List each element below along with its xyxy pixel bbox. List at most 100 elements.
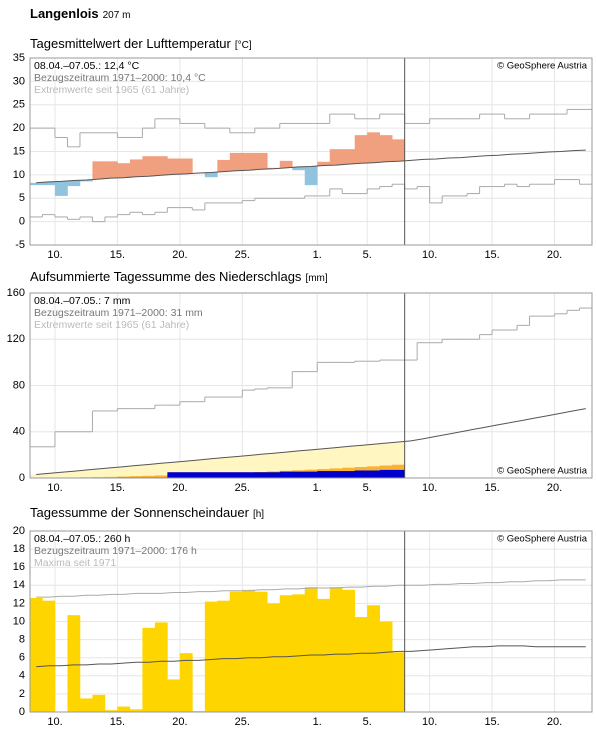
anomaly-bar xyxy=(104,161,118,179)
x-tick-label: 1. xyxy=(313,482,322,494)
line xyxy=(36,579,586,598)
y-tick-label: 0 xyxy=(19,472,25,484)
annotation: Extremwerte seit 1965 (61 Jahre) xyxy=(34,319,189,331)
station-header: Langenlois 207 m xyxy=(30,6,130,21)
y-tick-label: 8 xyxy=(19,634,25,646)
y-tick-label: 6 xyxy=(19,652,25,664)
x-tick-label: 10. xyxy=(47,716,62,728)
anomaly-bar xyxy=(54,181,68,196)
y-tick-label: 35 xyxy=(13,52,25,64)
area-segment xyxy=(304,471,318,478)
y-tick-label: 0 xyxy=(19,706,25,718)
anomaly-bar xyxy=(154,156,168,176)
area-segment xyxy=(254,472,268,478)
source-credit: © GeoSphere Austria xyxy=(497,534,588,545)
y-tick-label: 4 xyxy=(19,670,25,682)
bar xyxy=(329,587,343,712)
chart-unit: [h] xyxy=(253,509,264,520)
area-segment xyxy=(92,468,106,478)
anomaly-bar xyxy=(67,180,81,187)
x-tick-label: 20. xyxy=(172,716,187,728)
y-tick-label: 80 xyxy=(13,379,25,391)
area-segment xyxy=(354,470,368,478)
x-tick-label: 20. xyxy=(547,482,562,494)
bar xyxy=(42,600,56,712)
line xyxy=(36,645,586,668)
bar xyxy=(279,595,293,712)
y-tick-label: 25 xyxy=(13,99,25,111)
anomaly-bar xyxy=(204,172,218,178)
anomaly-bar xyxy=(242,152,256,171)
area-segment xyxy=(129,476,143,478)
annotation: Bezugszeitraum 1971–2000: 31 mm xyxy=(34,307,203,319)
chart: Tagesmittelwert der Lufttemperatur [°C] -5… xyxy=(13,36,593,261)
x-tick-label: 15. xyxy=(484,482,499,494)
bar xyxy=(292,594,306,712)
station-elevation: 207 m xyxy=(103,10,131,21)
anomaly-bar xyxy=(367,132,380,163)
chart-title: Tagesmittelwert der Lufttemperatur [°C] xyxy=(30,36,252,51)
x-tick-label: 15. xyxy=(110,716,125,728)
y-tick-label: 20 xyxy=(13,122,25,134)
y-tick-label: 10 xyxy=(13,615,25,627)
area-segment xyxy=(279,471,293,478)
y-tick-label: 5 xyxy=(19,192,25,204)
plot-frame xyxy=(29,530,593,713)
anomaly-bar xyxy=(117,163,131,178)
y-tick-label: 20 xyxy=(13,525,25,537)
chart-title: Tagessumme der Sonnenscheindauer [h] xyxy=(30,505,264,520)
bar xyxy=(167,679,181,712)
y-tick-label: 120 xyxy=(7,333,25,345)
x-tick-label: 25. xyxy=(235,249,250,261)
x-tick-label: 10. xyxy=(47,249,62,261)
anomaly-bar xyxy=(292,166,306,171)
anomaly-bar xyxy=(229,152,243,171)
y-tick-label: 10 xyxy=(13,169,25,181)
x-tick-label: 5. xyxy=(363,482,372,494)
bar xyxy=(267,603,281,712)
area-segment xyxy=(392,469,405,478)
bar xyxy=(154,622,168,712)
x-tick-label: 25. xyxy=(235,716,250,728)
bar xyxy=(367,605,380,712)
x-tick-label: 20. xyxy=(547,716,562,728)
bar xyxy=(179,653,193,712)
anomaly-bar xyxy=(342,149,356,165)
area-segment xyxy=(292,471,306,478)
anomaly-bar xyxy=(317,161,331,166)
area-segment xyxy=(117,476,131,478)
y-tick-label: 40 xyxy=(13,426,25,438)
annotation: Bezugszeitraum 1971–2000: 10,4 °C xyxy=(34,72,206,84)
bar xyxy=(104,710,118,712)
area-segment xyxy=(267,472,281,478)
source-credit: © GeoSphere Austria xyxy=(497,466,588,477)
bar xyxy=(217,600,231,712)
plot-frame xyxy=(29,292,593,479)
x-tick-label: 10. xyxy=(422,716,437,728)
area-segment xyxy=(367,470,380,478)
plot-frame xyxy=(29,57,593,246)
x-tick-label: 15. xyxy=(484,249,499,261)
area-segment xyxy=(30,474,43,478)
bar xyxy=(117,706,131,712)
x-tick-label: 1. xyxy=(313,249,322,261)
area-segment xyxy=(317,471,331,478)
source-credit: © GeoSphere Austria xyxy=(497,61,588,72)
y-tick-label: 30 xyxy=(13,75,25,87)
bar xyxy=(204,601,218,712)
anomaly-bar xyxy=(30,182,43,186)
anomaly-bar xyxy=(92,161,106,180)
x-tick-label: 5. xyxy=(363,716,372,728)
area-segment xyxy=(54,472,68,478)
y-tick-label: 15 xyxy=(13,145,25,157)
chart-unit: [°C] xyxy=(235,40,252,51)
bar xyxy=(79,698,93,712)
anomaly-bar xyxy=(129,159,143,177)
x-tick-label: 15. xyxy=(484,716,499,728)
chart-title-text: Tagesmittelwert der Lufttemperatur xyxy=(30,36,232,51)
x-tick-label: 10. xyxy=(422,482,437,494)
anomaly-bar xyxy=(304,166,318,186)
y-tick-label: 12 xyxy=(13,597,25,609)
bar xyxy=(379,621,393,712)
